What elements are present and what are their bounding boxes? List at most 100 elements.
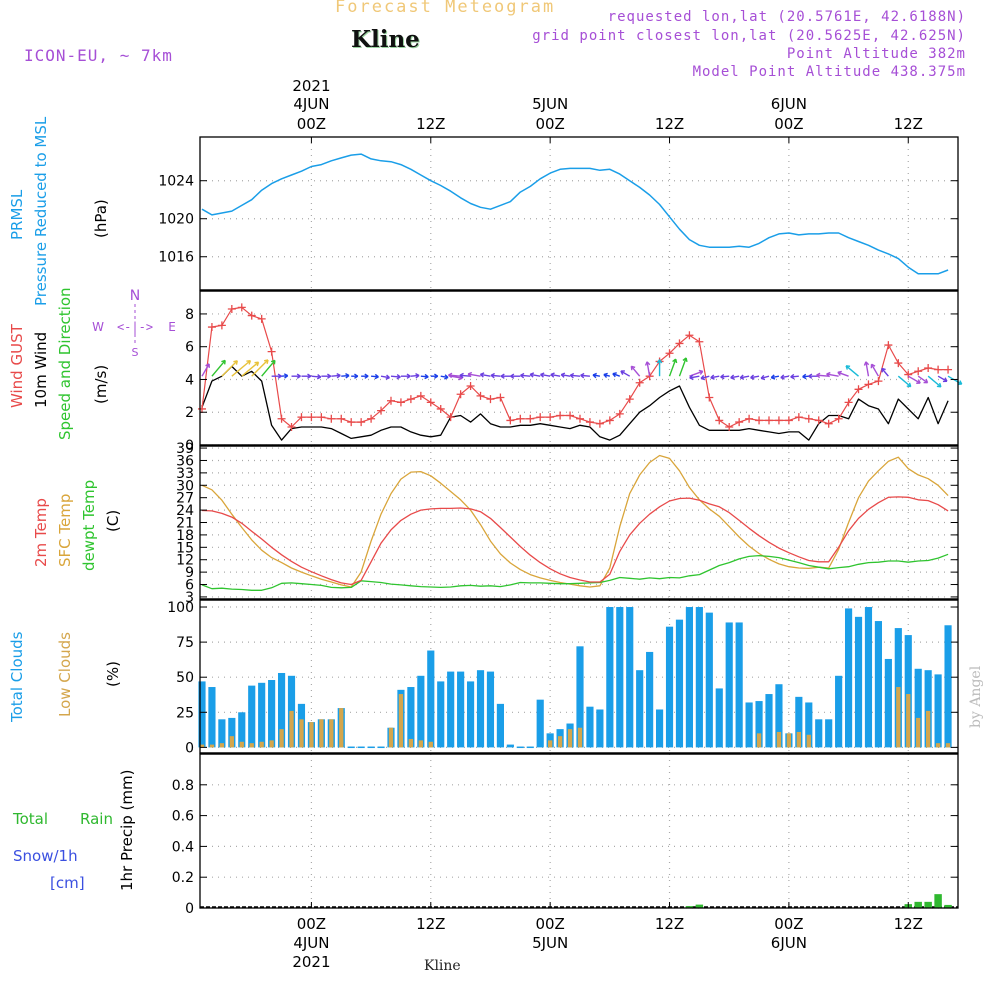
low-clouds-bar — [299, 719, 304, 748]
wind-direction-arrow — [390, 375, 401, 378]
total-clouds-bar — [924, 670, 932, 748]
wind-gust-marker — [874, 377, 883, 386]
wind-arrow-head — [923, 378, 929, 384]
x-tick-label-bottom: 00Z — [535, 915, 564, 933]
wind-gust-marker — [536, 413, 545, 422]
wind-arrow-head — [845, 365, 851, 370]
model-label: ICON-EU, ~ 7km — [24, 46, 173, 65]
x-tick-label-top: 12Z — [894, 115, 923, 133]
requested-coords: requested lon,lat (20.5761E, 42.6188N) — [607, 9, 966, 25]
wind-gust-line — [201, 306, 949, 428]
wind-gust-marker — [426, 398, 435, 407]
footer-station: Kline — [424, 958, 461, 974]
x-tick-label-bottom: 12Z — [894, 915, 923, 933]
wind-direction-arrow — [311, 375, 321, 378]
wind-gust-marker — [834, 414, 843, 423]
total-clouds-bar — [685, 607, 693, 748]
wind-arrow-head — [205, 363, 210, 368]
wind-arrow-head — [327, 373, 332, 379]
wind-gust-marker — [755, 416, 764, 425]
wind-gust-marker — [556, 411, 565, 420]
total-clouds-bar — [486, 671, 495, 748]
total-clouds-bar — [466, 681, 475, 748]
total-clouds-bar — [516, 746, 524, 749]
total-clouds-bar — [377, 746, 385, 749]
wind-arrow-head — [550, 372, 555, 378]
low-clouds-bar — [577, 727, 583, 748]
wind-direction-arrow — [826, 373, 839, 377]
x-date-label-top: 6JUN — [771, 95, 807, 113]
low-clouds-bar — [309, 722, 314, 748]
low-clouds-bar — [319, 719, 324, 748]
wind-arrow-head — [569, 372, 575, 379]
wind-direction-arrow — [897, 375, 912, 388]
model-point-altitude: Model Point Altitude 438.375m — [692, 64, 966, 80]
wind-arrow-head — [808, 373, 813, 379]
y-tick-label: 50 — [176, 670, 194, 686]
rain-bar — [924, 901, 932, 908]
y-tick-label: 36 — [176, 453, 194, 469]
precip-rain-label: Rain — [80, 810, 113, 828]
wind-arrow-head — [396, 374, 401, 380]
wind-arrow-head — [780, 374, 785, 380]
wind-arrow-head — [529, 372, 535, 378]
wind-gust-marker — [566, 411, 575, 420]
wind-gust-marker — [217, 321, 226, 330]
wind-direction-arrow — [837, 371, 849, 377]
compass-glyph: <-|-> — [117, 320, 153, 334]
total-clouds-bar — [198, 681, 206, 748]
total-clouds-bar — [725, 622, 733, 748]
wind-arrow-head — [448, 372, 453, 379]
wind-direction-arrow — [740, 375, 750, 379]
wind-gust-marker — [894, 359, 903, 368]
wind-gust-marker — [406, 395, 415, 404]
wind-arrow-head — [802, 373, 807, 380]
wind-arrow-head — [826, 371, 831, 378]
wind-arrow-head — [263, 359, 269, 364]
wind-arrow-head — [444, 374, 449, 380]
wind-gust-marker — [665, 349, 674, 358]
low-clouds-bar — [249, 743, 254, 748]
wind-arrow-head — [296, 373, 301, 379]
low-clouds-bar — [906, 694, 911, 748]
wind-arrow-head — [233, 360, 238, 365]
total-clouds-bar — [884, 658, 892, 748]
total-clouds-bar — [805, 702, 813, 748]
total-clouds-bar — [665, 626, 674, 748]
low-clouds-bar — [776, 731, 782, 748]
wind-arrow-head — [316, 374, 322, 380]
wind-arrow-head — [221, 359, 226, 365]
wind-direction-arrow — [380, 375, 390, 379]
wind-gust-marker — [267, 347, 276, 356]
wind-gust-marker — [625, 395, 634, 404]
total-clouds-bar — [646, 651, 654, 748]
wind-gust-marker — [347, 418, 356, 427]
wind-arrow-head — [254, 361, 260, 367]
wind-arrow-head — [630, 365, 636, 371]
wind-arrow-head — [374, 373, 379, 380]
wind-gust-marker — [764, 416, 773, 425]
total-clouds-bar — [367, 746, 375, 749]
wind-arrow-head — [739, 374, 745, 380]
wind-direction-arrow — [231, 360, 251, 377]
wind-direction-arrow — [410, 374, 420, 377]
total-clouds-bar — [238, 712, 246, 748]
wind-direction-arrow — [448, 374, 461, 377]
total-clouds-bar — [576, 646, 584, 748]
total-clouds-bar — [854, 616, 863, 748]
wind-gust-marker — [635, 378, 644, 387]
low-clouds-bar — [239, 741, 244, 748]
total-clouds-bar — [775, 684, 783, 748]
wind-direction-arrow — [646, 361, 651, 377]
wind-gust-marker — [944, 365, 953, 374]
wind-direction-arrow — [750, 375, 760, 379]
wind-gust-marker — [357, 418, 366, 427]
total-clouds-bar — [636, 670, 644, 748]
wind-direction-arrow — [870, 363, 880, 377]
wind-gust-marker — [257, 314, 266, 323]
total-clouds-bar — [427, 650, 435, 748]
wind-direction-arrow — [520, 374, 531, 377]
total-clouds-bar — [835, 675, 843, 748]
wind-arrow-head — [644, 361, 651, 366]
